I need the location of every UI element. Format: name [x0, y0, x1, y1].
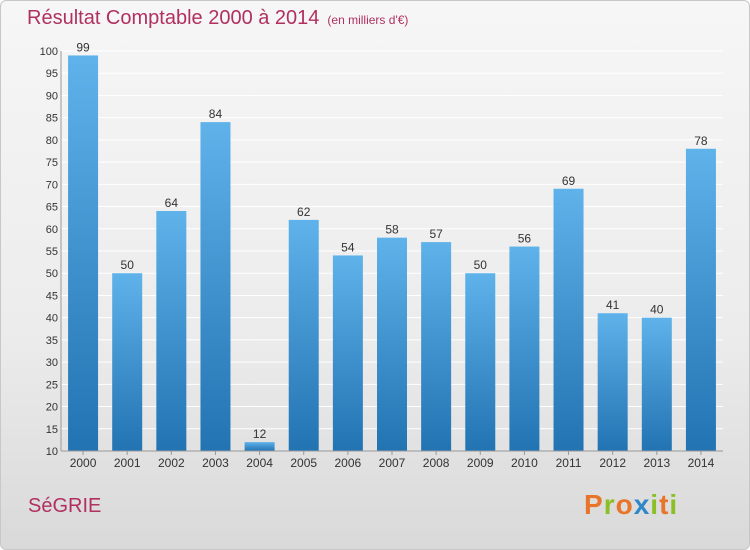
y-tick-label: 70 [46, 179, 58, 191]
value-label-2005: 62 [297, 205, 311, 219]
value-label-2012: 41 [606, 298, 620, 312]
y-tick-label: 40 [46, 313, 58, 325]
logo-letter: P [584, 489, 604, 521]
x-tick-label-2005: 2005 [290, 456, 317, 470]
value-label-2014: 78 [694, 134, 708, 148]
y-tick-label: 50 [46, 268, 58, 280]
bar-2014[interactable] [686, 149, 716, 451]
chart-frame: Résultat Comptable 2000 à 2014 (en millie… [0, 0, 750, 550]
logo-letter: r [604, 489, 616, 521]
value-label-2009: 50 [474, 258, 488, 272]
bar-chart: 99 50 64 84 12 62 54 58 57 50 56 69 41 40 78 10 15 20 25 3… [1, 1, 750, 550]
bar-2009[interactable] [465, 273, 495, 451]
x-tick-label-2010: 2010 [511, 456, 538, 470]
x-tick-label-2003: 2003 [202, 456, 229, 470]
value-label-2000: 99 [76, 40, 90, 54]
bar-2008[interactable] [421, 242, 451, 451]
logo-letter: i [669, 489, 678, 521]
value-label-2011: 69 [562, 174, 576, 188]
y-tick-label: 90 [46, 90, 58, 102]
bar-2006[interactable] [333, 255, 363, 451]
bar-2007[interactable] [377, 238, 407, 451]
y-tick-label: 85 [46, 113, 58, 125]
logo-letter: i [650, 489, 659, 521]
y-tick-label: 80 [46, 135, 58, 147]
y-tick-label: 20 [46, 402, 58, 414]
value-label-2002: 64 [165, 196, 179, 210]
y-tick-label: 55 [46, 246, 58, 258]
bar-2003[interactable] [200, 122, 230, 451]
bar-2000[interactable] [68, 55, 98, 451]
y-tick-label: 10 [46, 446, 58, 458]
logo-letter: o [616, 489, 634, 521]
bar-2011[interactable] [554, 189, 584, 451]
x-tick-label-2004: 2004 [246, 456, 273, 470]
value-label-2007: 58 [385, 223, 399, 237]
value-label-2006: 54 [341, 240, 355, 254]
bar-2001[interactable] [112, 273, 142, 451]
y-tick-label: 65 [46, 202, 58, 214]
x-tick-label-2002: 2002 [158, 456, 185, 470]
y-tick-label: 15 [46, 424, 58, 436]
y-tick-label: 30 [46, 357, 58, 369]
bar-2005[interactable] [289, 220, 319, 451]
y-tick-label: 60 [46, 224, 58, 236]
y-tick-label: 35 [46, 335, 58, 347]
x-tick-label-2013: 2013 [643, 456, 670, 470]
x-tick-label-2008: 2008 [423, 456, 450, 470]
value-label-2013: 40 [650, 303, 664, 317]
value-label-2003: 84 [209, 107, 223, 121]
commune-name: SéGRIE [28, 495, 101, 518]
x-tick-label-2000: 2000 [70, 456, 97, 470]
proxiti-logo[interactable]: Proxiti [584, 489, 678, 521]
value-label-2004: 12 [253, 427, 267, 441]
y-tick-label: 100 [40, 46, 58, 58]
y-tick-label: 75 [46, 157, 58, 169]
y-tick-label: 45 [46, 290, 58, 302]
value-label-2001: 50 [121, 258, 135, 272]
x-tick-label-2009: 2009 [467, 456, 494, 470]
value-label-2008: 57 [429, 227, 443, 241]
bar-2002[interactable] [156, 211, 186, 451]
logo-letter: t [659, 489, 669, 521]
x-tick-label-2007: 2007 [379, 456, 406, 470]
x-tick-label-2011: 2011 [556, 456, 582, 470]
x-tick-label-2014: 2014 [688, 456, 715, 470]
bar-2004[interactable] [245, 442, 275, 451]
x-tick-label-2006: 2006 [335, 456, 362, 470]
y-tick-label: 95 [46, 68, 58, 80]
value-label-2010: 56 [518, 232, 532, 246]
x-tick-label-2012: 2012 [599, 456, 626, 470]
y-tick-label: 25 [46, 379, 58, 391]
x-tick-label-2001: 2001 [114, 456, 141, 470]
bar-2013[interactable] [642, 318, 672, 451]
logo-letter: x [634, 489, 651, 521]
bar-2012[interactable] [598, 313, 628, 451]
bar-2010[interactable] [509, 247, 539, 451]
